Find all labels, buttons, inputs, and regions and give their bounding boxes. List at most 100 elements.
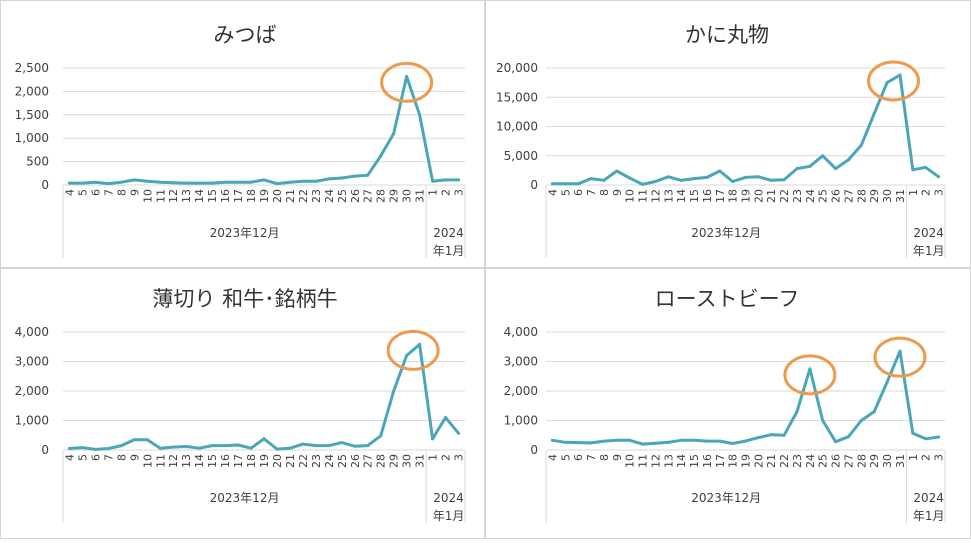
x-tick-label: 5 xyxy=(559,189,572,196)
x-tick-label: 31 xyxy=(414,454,427,468)
data-point xyxy=(353,444,357,448)
x-tick-label: 19 xyxy=(740,454,753,468)
data-point xyxy=(275,182,279,186)
data-point xyxy=(106,182,110,186)
series-line xyxy=(550,73,941,186)
data-point xyxy=(756,175,760,179)
x-tick-label: 27 xyxy=(842,189,855,203)
x-tick-label: 4 xyxy=(63,454,76,461)
data-point xyxy=(80,446,84,450)
data-point xyxy=(705,175,709,179)
x-tick-label: 13 xyxy=(180,454,193,468)
x-tick-label: 22 xyxy=(778,189,791,203)
data-point xyxy=(679,438,683,442)
x-tick-label: 6 xyxy=(572,189,585,196)
x-tick-label: 12 xyxy=(167,454,180,468)
x-tick-label: 4 xyxy=(546,189,559,196)
data-point xyxy=(576,182,580,186)
data-point xyxy=(550,438,554,442)
x-tick-label: 29 xyxy=(868,454,881,468)
y-tick-label: 4,000 xyxy=(504,325,538,339)
x-tick-label: 24 xyxy=(323,454,336,468)
data-point xyxy=(223,444,227,448)
x-tick-label: 26 xyxy=(349,189,362,203)
x-tick-label: 10 xyxy=(141,454,154,468)
y-tick-label: 1,000 xyxy=(15,414,49,428)
data-point xyxy=(872,112,876,116)
data-point xyxy=(431,437,435,441)
x-tick-label: 23 xyxy=(310,454,323,468)
data-point xyxy=(821,419,825,422)
x-tick-label: 6 xyxy=(89,454,102,461)
y-tick-label: 2,000 xyxy=(15,84,49,98)
data-point xyxy=(236,443,240,447)
x-tick-label: 11 xyxy=(637,189,650,203)
data-point xyxy=(666,440,670,444)
data-point xyxy=(679,178,683,182)
data-point xyxy=(834,167,838,171)
x-tick-label: 21 xyxy=(284,189,297,203)
x-tick-label: 29 xyxy=(868,189,881,203)
data-point xyxy=(314,444,318,448)
x-tick-label: 2 xyxy=(440,454,453,461)
data-point xyxy=(288,180,292,184)
x-tick-label: 31 xyxy=(894,189,907,203)
data-point xyxy=(628,176,632,180)
y-tick-label: 10,000 xyxy=(496,120,538,134)
data-point xyxy=(718,169,722,173)
x-tick-label: 25 xyxy=(336,454,349,468)
data-point xyxy=(80,181,84,185)
x-tick-label: 28 xyxy=(375,189,388,203)
data-point xyxy=(418,113,422,117)
x-tick-label: 18 xyxy=(727,189,740,203)
x-tick-label: 23 xyxy=(310,189,323,203)
x-tick-label: 24 xyxy=(804,189,817,203)
data-point xyxy=(731,442,735,446)
data-point xyxy=(550,182,554,186)
x-tick-label: 26 xyxy=(830,189,843,203)
x-tick-label: 1 xyxy=(427,189,440,196)
x-tick-label: 31 xyxy=(414,189,427,203)
data-point xyxy=(145,179,149,183)
x-tick-label: 3 xyxy=(453,189,466,196)
data-point xyxy=(431,179,435,183)
x-tick-label: 23 xyxy=(791,189,804,203)
group-label-jan-year: 2024 xyxy=(433,226,464,240)
y-tick-label: 0 xyxy=(530,178,538,192)
data-point xyxy=(808,367,812,371)
group-label-jan-year: 2024 xyxy=(913,491,944,505)
x-tick-label: 16 xyxy=(701,189,714,203)
x-tick-label: 14 xyxy=(675,454,688,468)
data-point xyxy=(602,439,606,443)
data-point xyxy=(859,419,863,422)
data-point xyxy=(288,446,292,450)
x-tick-label: 25 xyxy=(817,454,830,468)
data-point xyxy=(405,74,409,78)
group-label-jan-month: 年1月 xyxy=(433,244,465,258)
group-label-jan-month: 年1月 xyxy=(433,509,465,523)
x-tick-label: 20 xyxy=(752,454,765,468)
x-tick-label: 14 xyxy=(675,189,688,203)
x-tick-label: 11 xyxy=(637,454,650,468)
chart-title: みつば xyxy=(214,23,277,47)
x-tick-label: 19 xyxy=(740,189,753,203)
group-label-jan-month: 年1月 xyxy=(913,244,945,258)
x-tick-label: 10 xyxy=(624,189,637,203)
group-label-dec: 2023年12月 xyxy=(210,491,280,505)
data-point xyxy=(692,438,696,442)
x-tick-label: 15 xyxy=(688,454,701,468)
y-tick-label: 0 xyxy=(41,443,49,457)
x-tick-label: 20 xyxy=(752,189,765,203)
data-point xyxy=(885,81,889,85)
series-line xyxy=(68,342,460,451)
x-tick-label: 28 xyxy=(855,189,868,203)
x-tick-label: 6 xyxy=(572,454,585,461)
x-tick-label: 26 xyxy=(830,454,843,468)
x-tick-label: 27 xyxy=(842,454,855,468)
data-point xyxy=(327,444,331,448)
data-point xyxy=(210,181,214,185)
data-point xyxy=(210,444,214,448)
data-point xyxy=(197,446,201,450)
